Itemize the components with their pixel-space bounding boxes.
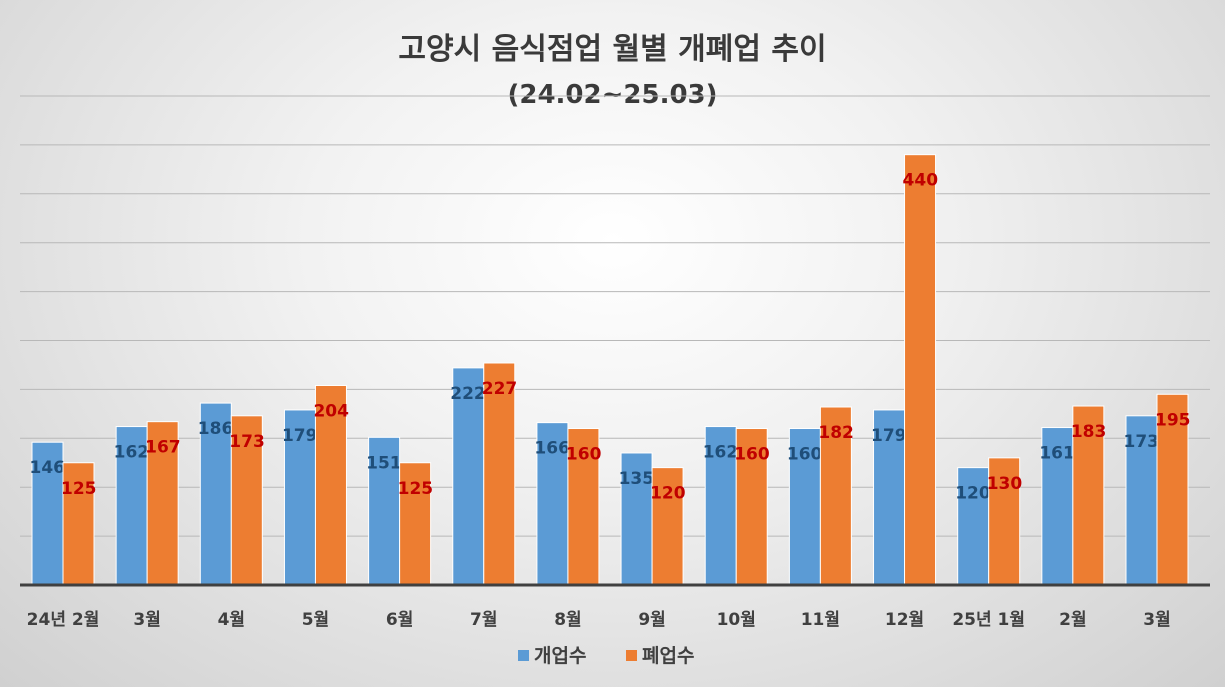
x-tick-label: 6월: [386, 610, 413, 630]
bar-close: [651, 467, 684, 586]
bar-close: [735, 428, 768, 586]
bar-open: [957, 467, 990, 586]
x-tick-label: 25년 1월: [952, 610, 1025, 630]
data-label: 130: [987, 474, 1023, 494]
x-tick-label: 3월: [1143, 610, 1170, 630]
bar-open: [368, 436, 401, 586]
bar-close: [230, 415, 263, 586]
x-tick-label: 10월: [717, 610, 756, 630]
data-label: 179: [282, 426, 318, 446]
x-tick-label: 24년 2월: [27, 610, 100, 630]
data-label: 120: [955, 484, 991, 504]
x-tick-label: 8월: [554, 610, 581, 630]
bar-close: [399, 462, 432, 586]
legend-swatch: [518, 650, 529, 661]
bar-open: [536, 422, 569, 586]
data-label: 195: [1155, 410, 1191, 430]
x-tick-label: 7월: [470, 610, 497, 630]
data-label: 183: [1071, 422, 1107, 442]
bar-open: [620, 452, 653, 586]
bar-close: [988, 457, 1021, 586]
bar-open: [199, 402, 232, 586]
chart-title: 고양시 음식점업 월별 개폐업 추이: [398, 32, 827, 67]
data-label: 125: [398, 479, 434, 499]
data-label: 167: [145, 438, 181, 458]
data-label: 160: [787, 445, 823, 465]
x-tick-label: 2월: [1059, 610, 1086, 630]
x-tick-label: 3월: [133, 610, 160, 630]
bar-open: [452, 367, 485, 586]
bar-open: [873, 409, 906, 586]
data-label: 120: [650, 484, 686, 504]
data-label: 173: [1124, 432, 1160, 452]
data-label: 160: [734, 445, 770, 465]
x-tick-label: 4월: [218, 610, 245, 630]
data-label: 162: [114, 443, 150, 463]
bar-open: [788, 428, 821, 586]
data-label: 440: [903, 171, 939, 191]
x-tick-label: 9월: [638, 610, 665, 630]
data-label: 204: [313, 401, 349, 421]
bar-open: [283, 409, 316, 586]
data-label: 125: [61, 479, 97, 499]
x-tick-label: 12월: [885, 610, 924, 630]
bar-close: [483, 362, 516, 586]
data-label: 182: [818, 423, 854, 443]
legend-label: 개업수: [534, 645, 586, 667]
data-label: 151: [366, 453, 402, 473]
bar-close: [567, 428, 600, 586]
bar-close: [1156, 393, 1189, 586]
bar-close: [819, 406, 852, 586]
data-label: 173: [229, 432, 264, 452]
data-label: 166: [534, 439, 570, 459]
bar-close: [146, 421, 179, 586]
bar-close: [1072, 405, 1105, 586]
data-label: 146: [30, 458, 66, 478]
legend-swatch: [626, 650, 637, 661]
data-label: 135: [619, 469, 655, 489]
data-label: 160: [566, 445, 602, 465]
x-tick-label: 11월: [801, 610, 840, 630]
data-label: 227: [482, 379, 518, 399]
data-label: 162: [703, 443, 739, 463]
bar-close: [904, 154, 937, 586]
data-label: 161: [1039, 444, 1075, 464]
data-label: 222: [450, 384, 486, 404]
bar-open: [1125, 415, 1158, 586]
data-label: 186: [198, 419, 234, 439]
data-label: 179: [871, 426, 907, 446]
legend-label: 폐업수: [642, 645, 694, 667]
chart-subtitle: (24.02~25.03): [507, 80, 718, 110]
x-tick-label: 5월: [302, 610, 329, 630]
